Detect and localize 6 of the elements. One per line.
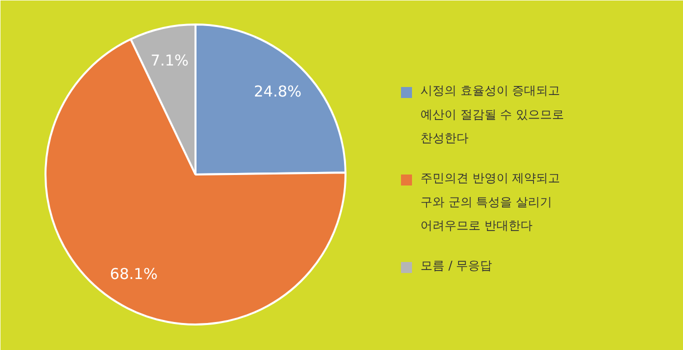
legend-label: 모름 / 무응답 [420,258,492,272]
legend-label: 시정의 효율성이 증대되고 예산이 절감될 수 있으므로 찬성한다 [420,84,564,146]
legend-label: 주민의견 반영이 제약되고 구와 군의 특성을 살리기 어려우므로 반대한다 [420,171,560,233]
data-label: 68.1% [110,264,158,283]
data-label: 7.1% [150,51,189,70]
data-label: 24.8% [254,82,302,100]
